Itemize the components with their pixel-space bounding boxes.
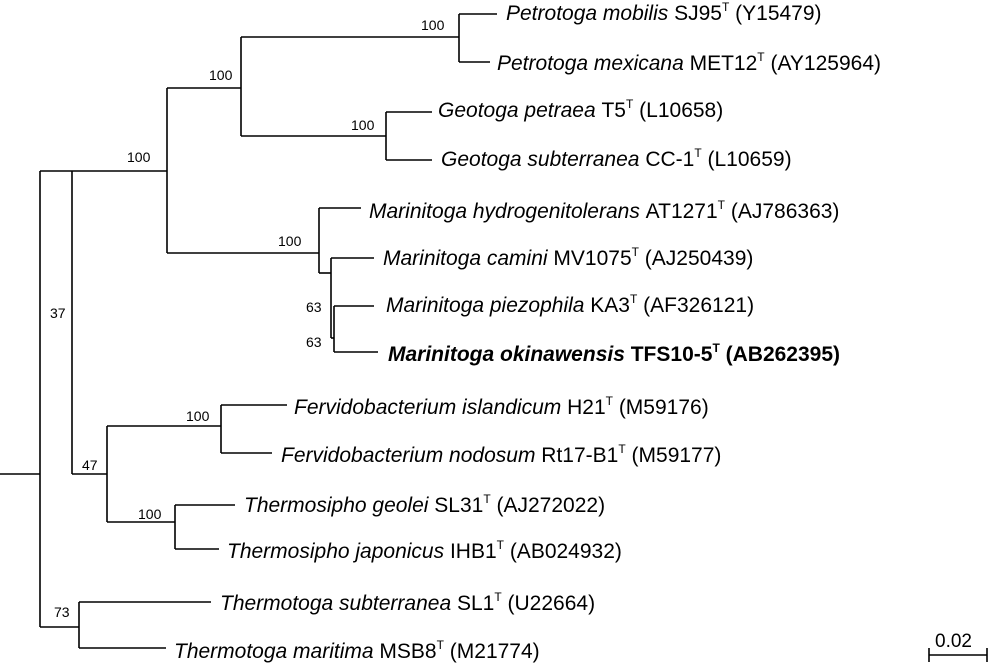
taxon-species-name: Petrotoga mobilis bbox=[506, 2, 674, 25]
bootstrap-petrotoga: 100 bbox=[421, 17, 445, 33]
tree-branches bbox=[0, 13, 497, 649]
taxon-species-name: Geotoga petraea bbox=[438, 99, 601, 122]
taxon-species-name: Marinitoga piezophila bbox=[386, 294, 590, 317]
scale-bar-label: 0.02 bbox=[935, 631, 972, 652]
taxon-type-strain-mark: T bbox=[437, 638, 445, 652]
taxon-strain: Rt17-B1 bbox=[541, 444, 618, 467]
taxon-strain: H21 bbox=[567, 396, 606, 419]
taxon-species-name: Marinitoga hydrogenitolerans bbox=[369, 200, 646, 223]
taxon-label: Thermosipho japonicus IHB1T (AB024932) bbox=[227, 538, 622, 563]
bootstrap-thermosipho: 100 bbox=[138, 506, 162, 522]
scale-bar: 0.02 bbox=[928, 631, 988, 662]
bootstrap-fervido-thermosipho: 47 bbox=[82, 457, 98, 473]
taxon-type-strain-mark: T bbox=[618, 442, 626, 456]
taxon-accession: (AJ250439) bbox=[639, 247, 753, 270]
bootstrap-marinitoga-inner-b: 63 bbox=[306, 334, 322, 350]
taxon-type-strain-mark: T bbox=[630, 292, 638, 306]
taxon-accession: (M59177) bbox=[626, 444, 722, 467]
taxon-species-name: Thermotoga subterranea bbox=[220, 592, 457, 615]
taxon-strain: IHB1 bbox=[450, 540, 497, 563]
taxon-species-name: Fervidobacterium islandicum bbox=[294, 396, 567, 419]
taxon-type-strain-mark: T bbox=[757, 50, 765, 64]
taxon-species-name: Thermosipho japonicus bbox=[227, 540, 450, 563]
taxon-accession: (AY125964) bbox=[765, 52, 881, 75]
taxon-accession: (AF326121) bbox=[637, 294, 754, 317]
taxon-accession: (AB262395) bbox=[720, 343, 840, 366]
bootstrap-marinitoga: 100 bbox=[278, 233, 302, 249]
taxon-accession: (L10659) bbox=[702, 148, 792, 171]
taxon-strain: MV1075 bbox=[553, 247, 631, 270]
taxon-label: Marinitoga camini MV1075T (AJ250439) bbox=[383, 245, 753, 270]
taxon-type-strain-mark: T bbox=[722, 0, 730, 14]
taxon-type-strain-mark: T bbox=[718, 198, 726, 212]
bootstrap-geotoga: 100 bbox=[351, 117, 375, 133]
taxon-species-name: Marinitoga okinawensis bbox=[388, 343, 631, 366]
bootstrap-root-clade: 37 bbox=[50, 305, 66, 321]
taxon-type-strain-mark: T bbox=[497, 538, 505, 552]
taxon-label: Geotoga subterranea CC-1T (L10659) bbox=[441, 146, 792, 171]
taxon-strain: T5 bbox=[601, 99, 626, 122]
bootstrap-petro-geo-marini: 100 bbox=[127, 149, 151, 165]
taxon-labels: Petrotoga mobilis SJ95T (Y15479)Petrotog… bbox=[174, 0, 881, 663]
taxon-species-name: Petrotoga mexicana bbox=[497, 52, 690, 75]
taxon-label: Thermosipho geolei SL31T (AJ272022) bbox=[244, 492, 605, 517]
taxon-type-strain-mark: T bbox=[606, 394, 614, 408]
taxon-accession: (M21774) bbox=[444, 640, 540, 663]
taxon-accession: (AJ786363) bbox=[725, 200, 839, 223]
taxon-label: Marinitoga hydrogenitolerans AT1271T (AJ… bbox=[369, 198, 839, 223]
taxon-strain: CC-1 bbox=[645, 148, 694, 171]
taxon-species-name: Thermosipho geolei bbox=[244, 494, 434, 517]
bootstrap-marinitoga-inner-a: 63 bbox=[306, 299, 322, 315]
taxon-accession: (U22664) bbox=[502, 592, 595, 615]
taxon-label: Marinitoga okinawensis TFS10-5T (AB26239… bbox=[388, 341, 840, 366]
taxon-accession: (AB024932) bbox=[504, 540, 622, 563]
taxon-label: Petrotoga mobilis SJ95T (Y15479) bbox=[506, 0, 822, 25]
taxon-label: Thermotoga maritima MSB8T (M21774) bbox=[174, 638, 540, 663]
taxon-species-name: Thermotoga maritima bbox=[174, 640, 379, 663]
taxon-strain: TFS10-5 bbox=[631, 343, 713, 366]
taxon-accession: (AJ272022) bbox=[491, 494, 605, 517]
bootstrap-values: 100 100 100 100 100 63 63 37 47 100 100 … bbox=[50, 17, 445, 620]
taxon-type-strain-mark: T bbox=[483, 492, 491, 506]
bootstrap-thermotoga: 73 bbox=[54, 604, 70, 620]
taxon-label: Fervidobacterium islandicum H21T (M59176… bbox=[294, 394, 709, 419]
taxon-label: Fervidobacterium nodosum Rt17-B1T (M5917… bbox=[281, 442, 721, 467]
taxon-label: Marinitoga piezophila KA3T (AF326121) bbox=[386, 292, 754, 317]
taxon-accession: (M59176) bbox=[613, 396, 709, 419]
taxon-strain: MET12 bbox=[690, 52, 758, 75]
taxon-strain: AT1271 bbox=[646, 200, 718, 223]
taxon-label: Geotoga petraea T5T (L10658) bbox=[438, 97, 723, 122]
taxon-strain: SL1 bbox=[457, 592, 494, 615]
taxon-accession: (Y15479) bbox=[729, 2, 821, 25]
bootstrap-petrotoga-geotoga: 100 bbox=[209, 67, 233, 83]
taxon-label: Thermotoga subterranea SL1T (U22664) bbox=[220, 590, 595, 615]
taxon-strain: SL31 bbox=[434, 494, 483, 517]
taxon-species-name: Fervidobacterium nodosum bbox=[281, 444, 541, 467]
taxon-label: Petrotoga mexicana MET12T (AY125964) bbox=[497, 50, 881, 75]
taxon-type-strain-mark: T bbox=[694, 146, 702, 160]
taxon-type-strain-mark: T bbox=[712, 341, 720, 355]
taxon-type-strain-mark: T bbox=[494, 590, 502, 604]
taxon-strain: KA3 bbox=[590, 294, 630, 317]
taxon-strain: MSB8 bbox=[379, 640, 436, 663]
taxon-species-name: Marinitoga camini bbox=[383, 247, 553, 270]
taxon-species-name: Geotoga subterranea bbox=[441, 148, 645, 171]
taxon-accession: (L10658) bbox=[633, 99, 723, 122]
bootstrap-fervidobacterium: 100 bbox=[186, 408, 210, 424]
taxon-strain: SJ95 bbox=[674, 2, 722, 25]
taxon-type-strain-mark: T bbox=[626, 97, 634, 111]
taxon-type-strain-mark: T bbox=[632, 245, 640, 259]
